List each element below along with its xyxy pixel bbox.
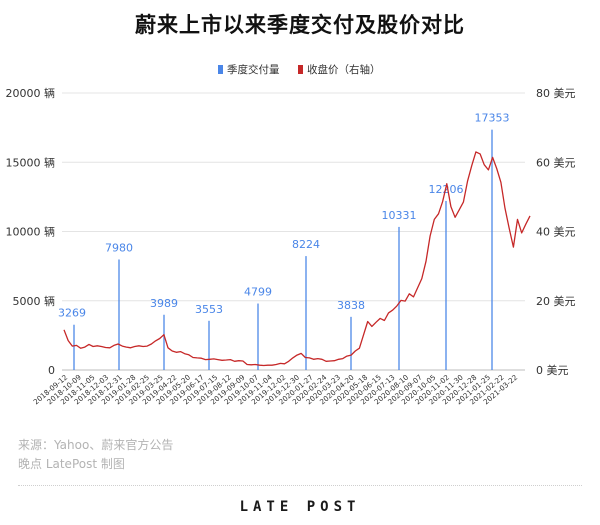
delivery-bar-label: 3553 — [195, 303, 223, 316]
legend-line-label: 收盘价（右轴） — [307, 63, 381, 76]
y-right-tick-label: 60 美元 — [536, 156, 576, 169]
delivery-bar-label: 7980 — [105, 241, 133, 254]
delivery-bar — [305, 256, 307, 370]
delivery-bar-label: 3989 — [150, 297, 178, 310]
credit-line: 晚点 LatePost 制图 — [18, 457, 125, 471]
delivery-bar-label: 3838 — [337, 299, 365, 312]
delivery-bar — [163, 314, 165, 370]
y-left-tick-label: 0 — [48, 364, 55, 377]
y-left-tick-label: 5000 辆 — [13, 294, 56, 308]
delivery-bar — [257, 303, 259, 370]
brand-logo: LATE POST — [239, 499, 361, 515]
y-left-tick-label: 15000 辆 — [6, 155, 56, 169]
chart-area: 0 5000 辆 10000 辆 15000 辆 20000 辆 0 美元 20 美元 40 … — [6, 63, 576, 406]
delivery-bar-label: 10331 — [382, 209, 417, 222]
legend-line-swatch — [298, 65, 303, 74]
delivery-bar-label: 8224 — [292, 238, 320, 251]
legend-bar-swatch — [218, 65, 223, 74]
y-left-tick-label: 10000 辆 — [6, 225, 56, 239]
delivery-bar-label: 4799 — [244, 286, 272, 299]
delivery-bar — [208, 320, 210, 370]
y-right-tick-label: 20 美元 — [536, 295, 576, 308]
y-right-tick-label: 80 美元 — [536, 87, 576, 100]
delivery-bar — [491, 129, 493, 370]
delivery-bar — [73, 324, 75, 370]
y-right-tick-label: 40 美元 — [536, 226, 576, 239]
legend-bar-label: 季度交付量 — [227, 63, 280, 76]
delivery-bar-label: 3269 — [58, 307, 86, 320]
delivery-bar — [350, 316, 352, 370]
price-line — [63, 151, 531, 367]
delivery-bar — [398, 226, 400, 370]
delivery-bar-label: 17353 — [475, 112, 510, 125]
chart-title: 蔚来上市以来季度交付及股价对比 — [135, 13, 465, 37]
y-right-tick-label: 0 美元 — [536, 364, 569, 377]
y-left-tick-label: 20000 辆 — [6, 86, 56, 100]
delivery-bar — [445, 200, 447, 370]
delivery-bar — [118, 259, 120, 370]
source-line: 来源：Yahoo、蔚来官方公告 — [18, 438, 174, 452]
footer-divider — [18, 485, 582, 486]
